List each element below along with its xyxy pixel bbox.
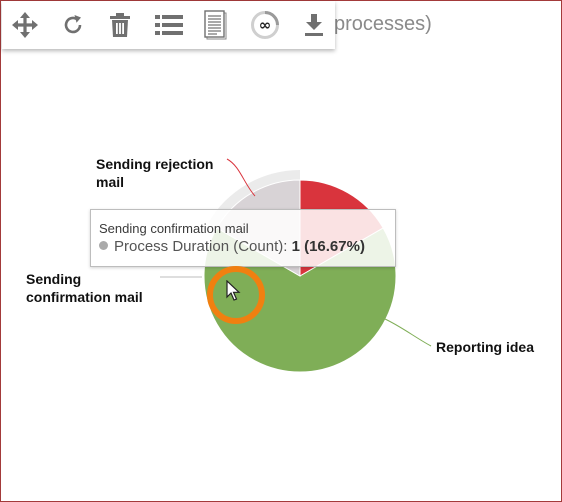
connector-rejection <box>226 158 256 197</box>
label-rejection-line1: Sending rejection <box>96 156 213 172</box>
label-rejection: Sending rejection mail <box>96 156 217 190</box>
document-button[interactable] <box>198 7 234 43</box>
label-confirmation: Sending confirmation mail <box>26 271 143 305</box>
document-icon <box>204 10 227 40</box>
tooltip-series-dot <box>99 241 108 250</box>
delete-button[interactable] <box>102 7 138 43</box>
loop-button[interactable]: ∞ <box>247 7 283 43</box>
chart-toolbar: ∞ <box>2 1 335 49</box>
chart-title-fragment: processes) <box>334 13 432 35</box>
mouse-cursor-icon <box>226 280 241 301</box>
move-icon <box>12 12 38 38</box>
list-icon <box>155 15 183 35</box>
refresh-icon <box>64 15 82 34</box>
label-confirmation-line2: confirmation mail <box>26 289 143 305</box>
tooltip-series-name: Process Duration (Count): <box>114 238 288 255</box>
refresh-button[interactable] <box>55 7 91 43</box>
infinity-icon: ∞ <box>251 11 279 39</box>
trash-icon <box>110 13 130 37</box>
list-view-button[interactable] <box>151 7 187 43</box>
tooltip-value: 1 (16.67%) <box>291 238 365 255</box>
tooltip-row: Process Duration (Count): 1 (16.67%) <box>99 238 365 255</box>
chart-tooltip: Sending confirmation mail Process Durati… <box>90 209 396 267</box>
label-rejection-line2: mail <box>96 174 124 190</box>
label-confirmation-line1: Sending <box>26 271 81 287</box>
move-button[interactable] <box>7 7 43 43</box>
label-reporting-line1: Reporting idea <box>436 339 534 355</box>
hover-highlight-ring <box>207 266 265 324</box>
connector-reporting <box>384 318 432 347</box>
download-icon <box>305 14 323 36</box>
tooltip-title: Sending confirmation mail <box>99 221 249 236</box>
infinity-glyph: ∞ <box>259 16 272 34</box>
download-button[interactable] <box>296 7 332 43</box>
label-reporting: Reporting idea <box>436 339 534 355</box>
